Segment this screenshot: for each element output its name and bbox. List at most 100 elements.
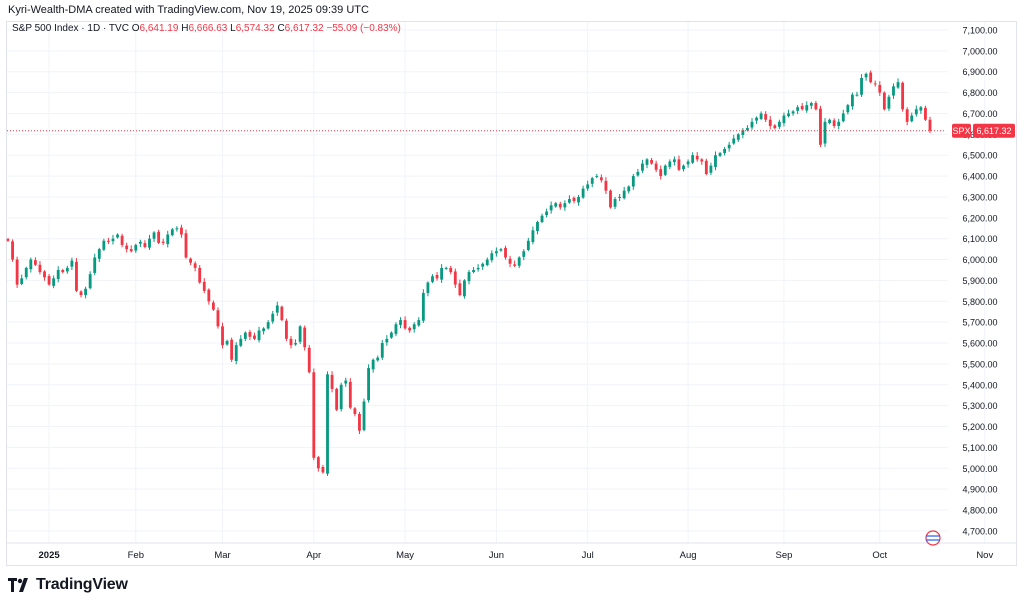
candle-body[interactable] [15, 259, 19, 285]
candle-body[interactable] [330, 374, 334, 389]
candle-body[interactable] [193, 263, 197, 268]
candle-body[interactable] [882, 92, 886, 110]
candle-body[interactable] [285, 320, 288, 339]
candle-body[interactable] [216, 310, 220, 327]
candle-body[interactable] [435, 275, 439, 279]
candle-body[interactable] [408, 327, 412, 331]
candle-body[interactable] [316, 457, 320, 469]
candle-body[interactable] [805, 105, 809, 111]
candle-body[interactable] [348, 381, 352, 408]
candle-body[interactable] [97, 249, 101, 259]
candle-body[interactable] [29, 259, 33, 270]
candle-body[interactable] [508, 258, 512, 264]
candle-body[interactable] [896, 82, 900, 88]
candle-body[interactable] [568, 199, 571, 203]
candle-body[interactable] [380, 343, 384, 358]
candle-body[interactable] [467, 272, 471, 282]
candle-body[interactable] [262, 328, 266, 332]
candle-body[interactable] [275, 305, 279, 313]
candle-body[interactable] [599, 177, 603, 181]
candle-body[interactable] [344, 380, 348, 384]
candle-body[interactable] [718, 153, 722, 156]
candle-body[interactable] [494, 251, 498, 254]
candle-body[interactable] [6, 239, 10, 241]
candle-body[interactable] [809, 103, 813, 106]
candle-body[interactable] [586, 184, 590, 189]
candle-body[interactable] [846, 105, 850, 113]
candle-body[interactable] [294, 343, 297, 345]
candle-body[interactable] [609, 190, 612, 208]
candle-body[interactable] [221, 326, 224, 346]
candle-body[interactable] [47, 276, 51, 285]
candle-body[interactable] [581, 188, 585, 198]
candle-body[interactable] [79, 291, 83, 296]
candle-body[interactable] [860, 77, 863, 95]
candle-body[interactable] [84, 288, 88, 296]
candle-body[interactable] [682, 165, 685, 170]
candle-body[interactable] [855, 94, 859, 96]
candle-body[interactable] [24, 267, 28, 278]
candle-body[interactable] [248, 331, 252, 337]
candle-body[interactable] [271, 313, 275, 322]
candle-body[interactable] [444, 267, 448, 269]
candle-body[interactable] [120, 235, 124, 245]
candle-body[interactable] [70, 260, 74, 267]
candle-body[interactable] [819, 108, 822, 145]
candle-body[interactable] [554, 203, 558, 207]
candle-body[interactable] [431, 276, 434, 282]
candle-body[interactable] [540, 215, 544, 222]
candle-body[interactable] [832, 120, 836, 126]
candle-body[interactable] [618, 196, 622, 198]
candle-body[interactable] [134, 244, 138, 251]
candle-body[interactable] [33, 260, 37, 265]
candle-body[interactable] [412, 324, 416, 330]
candle-body[interactable] [841, 113, 845, 122]
candle-body[interactable] [914, 109, 918, 115]
candle-body[interactable] [499, 249, 503, 251]
candle-body[interactable] [773, 125, 777, 129]
candle-body[interactable] [93, 257, 97, 273]
candle-body[interactable] [399, 320, 402, 325]
candle-body[interactable] [303, 327, 307, 348]
candle-body[interactable] [704, 160, 708, 174]
candle-body[interactable] [339, 384, 343, 410]
candle-body[interactable] [225, 340, 229, 345]
candle-body[interactable] [463, 280, 466, 297]
candle-body[interactable] [202, 281, 206, 291]
candle-body[interactable] [732, 138, 736, 144]
candle-body[interactable] [691, 155, 695, 163]
candle-body[interactable] [759, 113, 763, 119]
candle-body[interactable] [257, 330, 261, 341]
candle-body[interactable] [389, 332, 393, 338]
candle-body[interactable] [663, 165, 667, 175]
candle-body[interactable] [75, 261, 78, 291]
candle-body[interactable] [768, 119, 772, 126]
candle-body[interactable] [453, 271, 457, 285]
candle-body[interactable] [522, 251, 526, 257]
candle-body[interactable] [266, 322, 270, 329]
candle-body[interactable] [577, 196, 580, 203]
candle-body[interactable] [650, 160, 653, 164]
candle-body[interactable] [572, 197, 576, 202]
candle-body[interactable] [695, 155, 699, 160]
candle-body[interactable] [385, 338, 389, 343]
candle-body[interactable] [677, 159, 681, 170]
candle-body[interactable] [919, 107, 923, 111]
candle-body[interactable] [517, 257, 521, 266]
candle-body[interactable] [787, 113, 790, 117]
candle-body[interactable] [686, 161, 690, 165]
candle-body[interactable] [198, 267, 202, 283]
candle-body[interactable] [823, 121, 827, 144]
candle-body[interactable] [723, 148, 727, 154]
candle-body[interactable] [207, 289, 211, 302]
candle-body[interactable] [622, 190, 626, 199]
candle-body[interactable] [38, 264, 42, 273]
candle-body[interactable] [878, 84, 882, 93]
candle-body[interactable] [335, 388, 339, 410]
candle-body[interactable] [243, 332, 247, 339]
candle-body[interactable] [504, 247, 507, 258]
candle-body[interactable] [558, 203, 562, 208]
candle-body[interactable] [750, 121, 754, 128]
candle-body[interactable] [828, 119, 831, 124]
